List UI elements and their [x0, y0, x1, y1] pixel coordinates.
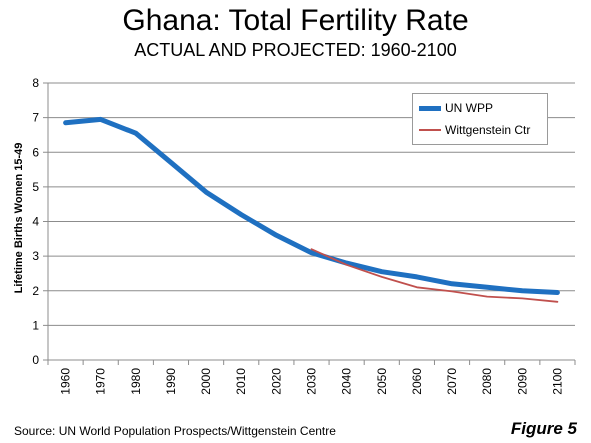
x-tick-label: 1960	[59, 368, 73, 395]
source-note: Source: UN World Population Prospects/Wi…	[14, 424, 336, 438]
x-tick-label: 2100	[550, 368, 564, 395]
figure-label: Figure 5	[510, 419, 577, 438]
legend-item-un-wpp: UN WPP	[419, 100, 493, 116]
x-tick-label: 2000	[199, 368, 213, 395]
x-tick-label: 2010	[234, 368, 248, 395]
x-tick-label: 2020	[269, 368, 283, 395]
y-tick-label: 3	[32, 249, 39, 263]
y-tick-label: 8	[32, 76, 39, 90]
x-tick-label: 1990	[164, 368, 178, 395]
x-tick-label: 1980	[129, 368, 143, 395]
legend: UN WPP Wittgenstein Ctr	[412, 93, 548, 145]
x-tick-label: 2030	[305, 368, 319, 395]
series-lines	[63, 116, 560, 303]
y-tick-label: 6	[32, 145, 39, 159]
y-tick-label: 4	[32, 215, 39, 229]
y-tick-label: 7	[32, 111, 39, 125]
series-line-wittgenstein	[310, 248, 559, 303]
x-tick-label: 2040	[340, 368, 354, 395]
y-tick-label: 0	[32, 353, 39, 367]
y-tick-label: 5	[32, 180, 39, 194]
y-tick-label: 1	[32, 318, 39, 332]
chart-subtitle: ACTUAL AND PROJECTED: 1960-2100	[134, 40, 457, 60]
legend-swatch-wittgenstein	[419, 129, 441, 131]
x-tick-label: 2070	[445, 368, 459, 395]
axes	[43, 82, 576, 365]
y-tick-label: 2	[32, 284, 39, 298]
legend-label-wittgenstein: Wittgenstein Ctr	[445, 123, 531, 137]
series-line-un-wpp	[63, 116, 560, 295]
x-tick-label: 2080	[480, 368, 494, 395]
gridlines	[48, 82, 575, 326]
x-tick-label: 1970	[94, 368, 108, 395]
x-tick-labels: 1960 1970 1980 1990 2000 2010 2020 2030 2040 2050…	[59, 368, 565, 395]
legend-swatch-un-wpp	[419, 105, 441, 111]
legend-item-wittgenstein: Wittgenstein Ctr	[419, 122, 530, 138]
y-tick-labels: 0 1 2 3 4 5 6 7 8	[32, 76, 39, 367]
legend-label-un-wpp: UN WPP	[445, 101, 493, 115]
chart-title: Ghana: Total Fertility Rate	[122, 4, 469, 37]
y-axis-label: Lifetime Births Women 15-49	[13, 142, 25, 294]
x-tick-label: 2060	[410, 368, 424, 395]
x-tick-label: 2050	[375, 368, 389, 395]
x-tick-label: 2090	[515, 368, 529, 395]
